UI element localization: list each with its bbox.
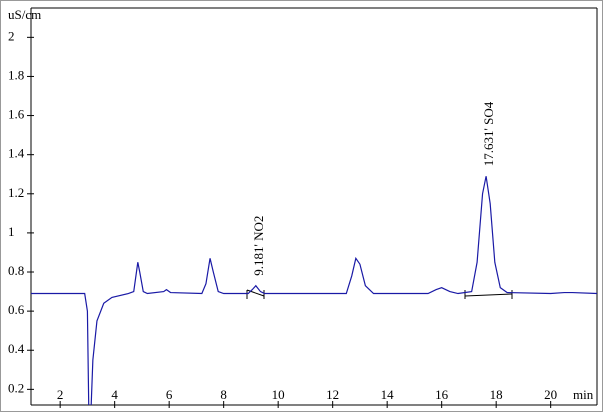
y-axis-label: uS/cm (8, 7, 41, 22)
x-tick-label: 10 (272, 387, 285, 402)
x-tick-label: 6 (166, 387, 173, 402)
integration-marks (246, 289, 513, 299)
y-tick-label: 0.4 (8, 341, 25, 356)
signal-line (31, 176, 597, 405)
y-tick-label: 0.6 (8, 302, 25, 317)
x-axis-label: min (573, 387, 594, 402)
x-tick-label: 8 (220, 387, 227, 402)
x-tick-label: 20 (544, 387, 557, 402)
y-tick-label: 2 (8, 28, 15, 43)
peak-label: 17.631' SO4 (481, 101, 496, 166)
x-tick-label: 16 (435, 387, 449, 402)
y-tick-label: 1.2 (8, 185, 24, 200)
baseline (246, 289, 265, 297)
x-tick-label: 14 (381, 387, 395, 402)
peak-label: 9.181' NO2 (251, 216, 266, 276)
y-tick-label: 1.8 (8, 67, 24, 82)
y-tick-label: 0.2 (8, 380, 24, 395)
y-tick-label: 0.8 (8, 263, 24, 278)
x-tick-label: 18 (490, 387, 503, 402)
y-tick-label: 1.4 (8, 146, 25, 161)
baseline (464, 293, 513, 297)
x-tick-label: 2 (57, 387, 64, 402)
y-tick-label: 1 (8, 224, 15, 239)
x-tick-label: 4 (111, 387, 118, 402)
x-tick-label: 12 (326, 387, 339, 402)
y-tick-label: 1.6 (8, 107, 25, 122)
